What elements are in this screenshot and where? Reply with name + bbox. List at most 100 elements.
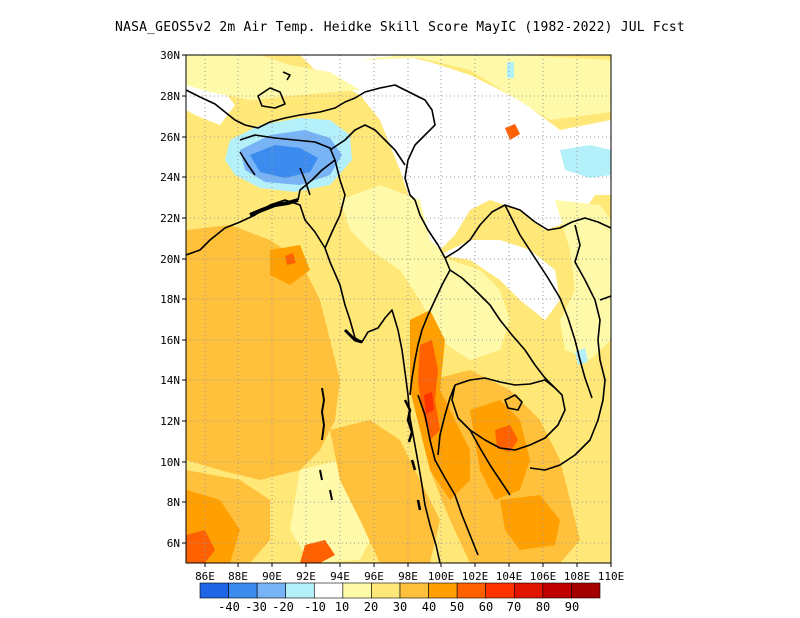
lon-label: 98E: [398, 570, 418, 583]
hainan-island: [599, 295, 611, 301]
vietnam-coast: [529, 224, 606, 471]
himalayan-border: [186, 84, 436, 201]
grid-lines: [186, 55, 611, 563]
orange-south-sea: [500, 495, 560, 550]
chart-title: NASA_GEOS5v2 2m Air Temp. Heidke Skill S…: [115, 20, 685, 35]
china-laos-vietnam-border: [444, 204, 611, 259]
lat-label: 10N: [160, 456, 180, 469]
colorbar-label: 10: [335, 600, 349, 614]
lon-label: 90E: [262, 570, 282, 583]
sundarbans-coast: [249, 198, 299, 217]
colorbar-swatch: [371, 582, 401, 599]
deep-orange-sw: [186, 530, 215, 563]
colorbar-label: 70: [507, 600, 521, 614]
lat-label: 12N: [160, 415, 180, 428]
lon-label: 110E: [598, 570, 625, 583]
colorbar-label: 20: [364, 600, 378, 614]
lon-label: 86E: [195, 570, 215, 583]
colorbar-swatch: [342, 582, 372, 599]
lat-label: 26N: [160, 131, 180, 144]
colorbar-swatch: [428, 582, 458, 599]
colorbar-swatch: [571, 582, 601, 599]
lon-label: 106E: [530, 570, 557, 583]
lon-label: 104E: [496, 570, 523, 583]
colorbar-label: 90: [565, 600, 579, 614]
deep-orange-thai-west: [418, 340, 440, 440]
orange-yellow-bay: [186, 225, 340, 480]
lon-label: 96E: [364, 570, 384, 583]
mergui-archipelago: [403, 399, 422, 511]
skill-score-fill: [186, 55, 611, 563]
colorbar-label: 50: [450, 600, 464, 614]
lat-label: 8N: [167, 496, 180, 509]
colorbar-swatch: [256, 582, 287, 599]
lon-label: 88E: [228, 570, 248, 583]
tonle-sap-lake: [504, 394, 523, 411]
red-gulf-spot: [424, 392, 434, 414]
colorbar-label: 60: [479, 600, 493, 614]
light-yellow-north: [186, 55, 611, 120]
colorbar-label: -30: [245, 600, 267, 614]
neutral-region-laos: [440, 240, 560, 320]
colorbar-swatch: [485, 582, 515, 599]
laos-vietnam-border: [504, 204, 593, 399]
colorbar-swatch: [285, 582, 315, 599]
thailand-cambodia-border: [454, 377, 556, 389]
andaman-islands: [319, 387, 333, 501]
colorbar-swatch: [228, 582, 258, 599]
colorbar-label: 30: [393, 600, 407, 614]
latitude-labels: 30N 28N 26N 24N 22N 20N 18N 16N 14N 12N …: [160, 49, 180, 550]
lat-label: 28N: [160, 90, 180, 103]
lat-label: 22N: [160, 212, 180, 225]
light-blue-east: [560, 145, 611, 178]
colorbar-label: -10: [304, 600, 326, 614]
colorbar-swatch: [313, 582, 344, 599]
neutral-region-north: [186, 55, 611, 250]
colorbar: -40 -30 -20 -10 10 20 30 40 50 60 70 80 …: [199, 582, 601, 614]
colorbar-swatch: [399, 582, 429, 599]
lon-label: 94E: [330, 570, 350, 583]
orange-cambodia: [470, 400, 530, 500]
orange-bay-spot: [270, 245, 310, 285]
colorbar-label: -40: [218, 600, 240, 614]
lat-label: 18N: [160, 293, 180, 306]
colorbar-swatch: [542, 582, 572, 599]
orange-yellow-andaman: [330, 420, 440, 563]
colorbar-swatch: [456, 582, 487, 599]
colorbar-swatch: [513, 582, 544, 599]
lat-label: 14N: [160, 374, 180, 387]
lon-label: 102E: [462, 570, 489, 583]
light-blue-spot-north: [507, 62, 514, 78]
cambodia-border: [451, 384, 566, 451]
peninsula-east-coast: [469, 429, 511, 496]
lon-label: 92E: [296, 570, 316, 583]
colorbar-label: 40: [422, 600, 436, 614]
lat-label: 6N: [167, 537, 180, 550]
colorbar-swatches: [199, 582, 601, 599]
laos-thailand-border: [449, 269, 556, 389]
bhutan-border: [257, 87, 286, 109]
lon-label: 100E: [428, 570, 455, 583]
colorbar-swatch: [199, 582, 229, 599]
light-yellow-central: [340, 185, 510, 360]
coastlines-and-borders: [186, 71, 611, 563]
axis-tick-marks: [182, 54, 612, 567]
india-myanmar-border: [324, 124, 406, 249]
lat-label: 20N: [160, 253, 180, 266]
deep-orange-cambodia: [495, 425, 518, 452]
irrawaddy-delta: [343, 328, 363, 344]
lat-label: 16N: [160, 334, 180, 347]
deep-orange-south: [300, 540, 335, 563]
myanmar-east-border: [409, 199, 451, 396]
map-frame: [185, 54, 612, 564]
longitude-labels: 86E 88E 90E 92E 94E 96E 98E 100E 102E 10…: [195, 570, 624, 583]
small-lake-north: [282, 71, 291, 81]
colorbar-labels: -40 -30 -20 -10 10 20 30 40 50 60 70 80 …: [218, 600, 579, 614]
lon-label: 108E: [564, 570, 591, 583]
colorbar-label: -20: [272, 600, 294, 614]
colorbar-label: 80: [536, 600, 550, 614]
lat-label: 24N: [160, 171, 180, 184]
gulf-of-thailand-coast: [417, 384, 479, 556]
bangladesh-border: [239, 134, 336, 201]
